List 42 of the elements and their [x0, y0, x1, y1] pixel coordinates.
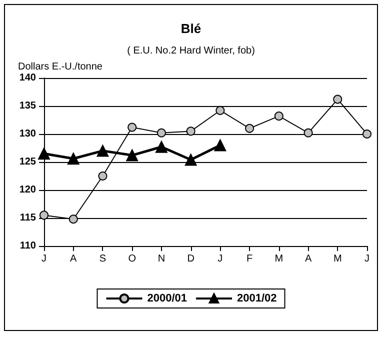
point [96, 144, 109, 157]
chart-title: Blé [180, 21, 202, 36]
x-tick-label: A [70, 254, 78, 264]
x-tick-label: O [128, 254, 136, 264]
x-tick-label: J [218, 254, 223, 264]
y-tick-label: 135 [19, 100, 36, 112]
point [67, 152, 80, 165]
point [155, 140, 168, 153]
point [38, 148, 50, 160]
y-tick-label: 120 [19, 184, 36, 196]
y-tick-label: 125 [19, 156, 36, 168]
point [216, 106, 225, 115]
point [333, 94, 342, 104]
point [304, 128, 313, 138]
x-tick-label: M [333, 254, 342, 264]
point [98, 172, 108, 180]
x-tick-label: F [246, 254, 253, 264]
x-tick-label: N [158, 254, 166, 264]
x-tick-label: D [187, 254, 194, 264]
x-tick-label: J [42, 254, 46, 264]
y-tick-label: 140 [19, 72, 36, 84]
point [68, 214, 78, 224]
x-tick-label: A [304, 254, 312, 264]
y-tick-label: 115 [20, 212, 36, 224]
point [186, 126, 196, 136]
point [128, 122, 137, 132]
point [362, 130, 372, 138]
legend-label: 2001/02 [237, 292, 277, 304]
x-tick-label: M [274, 254, 284, 264]
x-tick-label: J [364, 254, 370, 264]
point [156, 128, 166, 138]
point [245, 124, 254, 133]
chart-subtitle: ( E.U. No.2 Hard Winter, fob) [127, 46, 255, 56]
point [214, 139, 226, 152]
legend-label: 2000/01 [147, 292, 188, 304]
x-tick-label: S [99, 254, 106, 264]
y-tick-label: 110 [20, 240, 36, 252]
point [274, 112, 284, 121]
point [126, 149, 138, 162]
y-tick-label: 130 [19, 128, 36, 140]
point [184, 154, 197, 166]
y-axis-title: Dollars E.-U./tonne [18, 62, 103, 72]
